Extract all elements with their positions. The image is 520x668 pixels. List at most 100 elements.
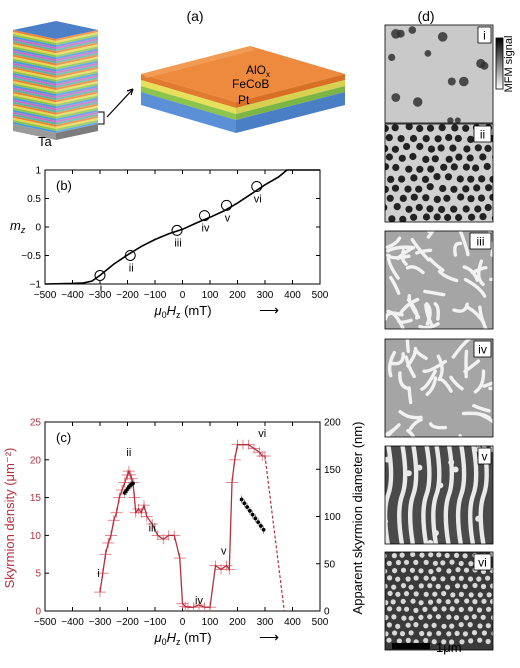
skyrmion-dot — [462, 124, 470, 132]
stack-layer-side — [56, 38, 98, 50]
skyrmion-dot — [422, 155, 430, 163]
mfm-image-ii: ii — [384, 123, 509, 223]
skyrmion-dot — [462, 583, 468, 589]
y-tick-label: 0 — [35, 223, 41, 234]
skyrmion-dot — [495, 126, 502, 133]
stack-layer-front — [13, 117, 56, 129]
stripe-domain — [386, 245, 416, 253]
skyrmion-dot — [450, 592, 456, 598]
stripe-domain — [429, 422, 447, 430]
skyrmion-dot — [495, 624, 500, 629]
skyrmion-dot — [496, 143, 503, 150]
skyrmion-dot — [494, 561, 499, 566]
x-tick-label: 100 — [202, 290, 219, 301]
skyrmion-dot — [391, 584, 397, 590]
skyrmion-dot — [388, 215, 396, 222]
stack-top-face — [13, 21, 98, 39]
mfm-image-frame — [384, 230, 494, 330]
skyrmion-dot — [385, 134, 393, 142]
skyrmion-dot — [408, 615, 414, 621]
skyrmion-dot — [486, 592, 492, 598]
skyrmion-dot — [385, 153, 393, 161]
stack-layer-side — [56, 119, 98, 131]
mfm-colorbar — [495, 37, 504, 90]
diameter-point — [258, 524, 263, 528]
skyrmion-dot — [444, 173, 453, 181]
stack-layer-side — [56, 117, 98, 129]
interface-layer-front — [141, 80, 236, 114]
y-tick-label-left: 10 — [30, 531, 42, 542]
stack-layer-front — [13, 93, 56, 105]
skyrmion-dot — [416, 124, 424, 133]
stripe-domain — [386, 253, 400, 280]
skyrmion-dot — [447, 77, 456, 86]
y-tick-label: 0.5 — [27, 194, 41, 205]
x-tick-label: −100 — [144, 617, 167, 628]
skyrmion-dot — [485, 638, 491, 645]
skyrmion-dot — [481, 630, 487, 636]
stack-layer-side — [56, 93, 98, 105]
skyrmion-dot — [491, 631, 493, 636]
skyrmion-dot — [459, 76, 469, 87]
stack-layer-side — [56, 72, 98, 84]
skyrmion-dot — [423, 637, 429, 644]
skyrmion-dot — [410, 213, 418, 221]
skyrmion-dot — [453, 552, 460, 558]
skyrmion-dot — [441, 623, 447, 629]
diameter-point — [245, 505, 250, 509]
skyrmion-dot — [502, 153, 509, 160]
stack-layer-front — [13, 95, 56, 107]
skyrmion-dot — [474, 205, 482, 213]
stripe-domain — [405, 339, 410, 353]
skyrmion-dot — [463, 567, 470, 573]
stack-layer-front — [13, 74, 56, 86]
stripe-domain — [406, 429, 416, 437]
skyrmion-dot — [410, 193, 418, 201]
skyrmion-dot — [405, 165, 413, 173]
skyrmion-dot — [391, 93, 401, 102]
skyrmion-dot — [496, 607, 501, 612]
stripe-domain — [407, 386, 413, 405]
stripe-domain — [473, 369, 486, 394]
skyrmion-dot — [441, 639, 447, 645]
stripe-domain — [404, 355, 416, 379]
diameter-point — [256, 520, 261, 525]
skyrmion-dot — [450, 575, 456, 581]
stack-layer-front — [13, 87, 56, 99]
panel-a-label: (a) — [186, 8, 203, 24]
skyrmion-dot — [408, 26, 417, 34]
stack-layer-front — [13, 91, 56, 103]
skyrmion-dot — [391, 29, 401, 39]
stack-layer-front — [13, 44, 56, 56]
skyrmion-dot — [397, 135, 405, 143]
stack-layer-side — [56, 101, 98, 113]
mfm-image-frame — [384, 551, 494, 651]
x-tick-label: −400 — [61, 290, 84, 301]
skyrmion-dot — [439, 184, 447, 193]
stripe-domain — [410, 238, 431, 262]
mfm-image-content — [385, 552, 501, 650]
skyrmion-dot — [426, 124, 435, 132]
mfm-image-frame — [384, 445, 494, 545]
skyrmion-dot — [405, 470, 412, 477]
stack-layer-side — [56, 40, 98, 52]
skyrmion-dot — [495, 577, 500, 582]
stack-layer-front — [13, 56, 56, 68]
stack-layer-front — [13, 50, 56, 62]
panel-b-xlabel: μ0Hz (mT) — [153, 303, 211, 320]
mfm-image-label-box — [473, 553, 492, 571]
skyrmion-dot — [453, 615, 460, 621]
x-tick-label: −300 — [89, 290, 112, 301]
y-tick-label-right: 200 — [324, 418, 341, 429]
skyrmion-dot — [455, 213, 463, 222]
mfm-image-content — [385, 446, 493, 544]
skyrmion-dot — [385, 553, 387, 559]
skyrmion-dot — [490, 583, 493, 589]
skyrmion-dot — [449, 606, 455, 612]
skyrmion-dot — [423, 559, 429, 565]
skyrmion-dot — [408, 630, 414, 636]
stripe-domain — [385, 423, 401, 436]
skyrmion-dot — [428, 599, 434, 605]
